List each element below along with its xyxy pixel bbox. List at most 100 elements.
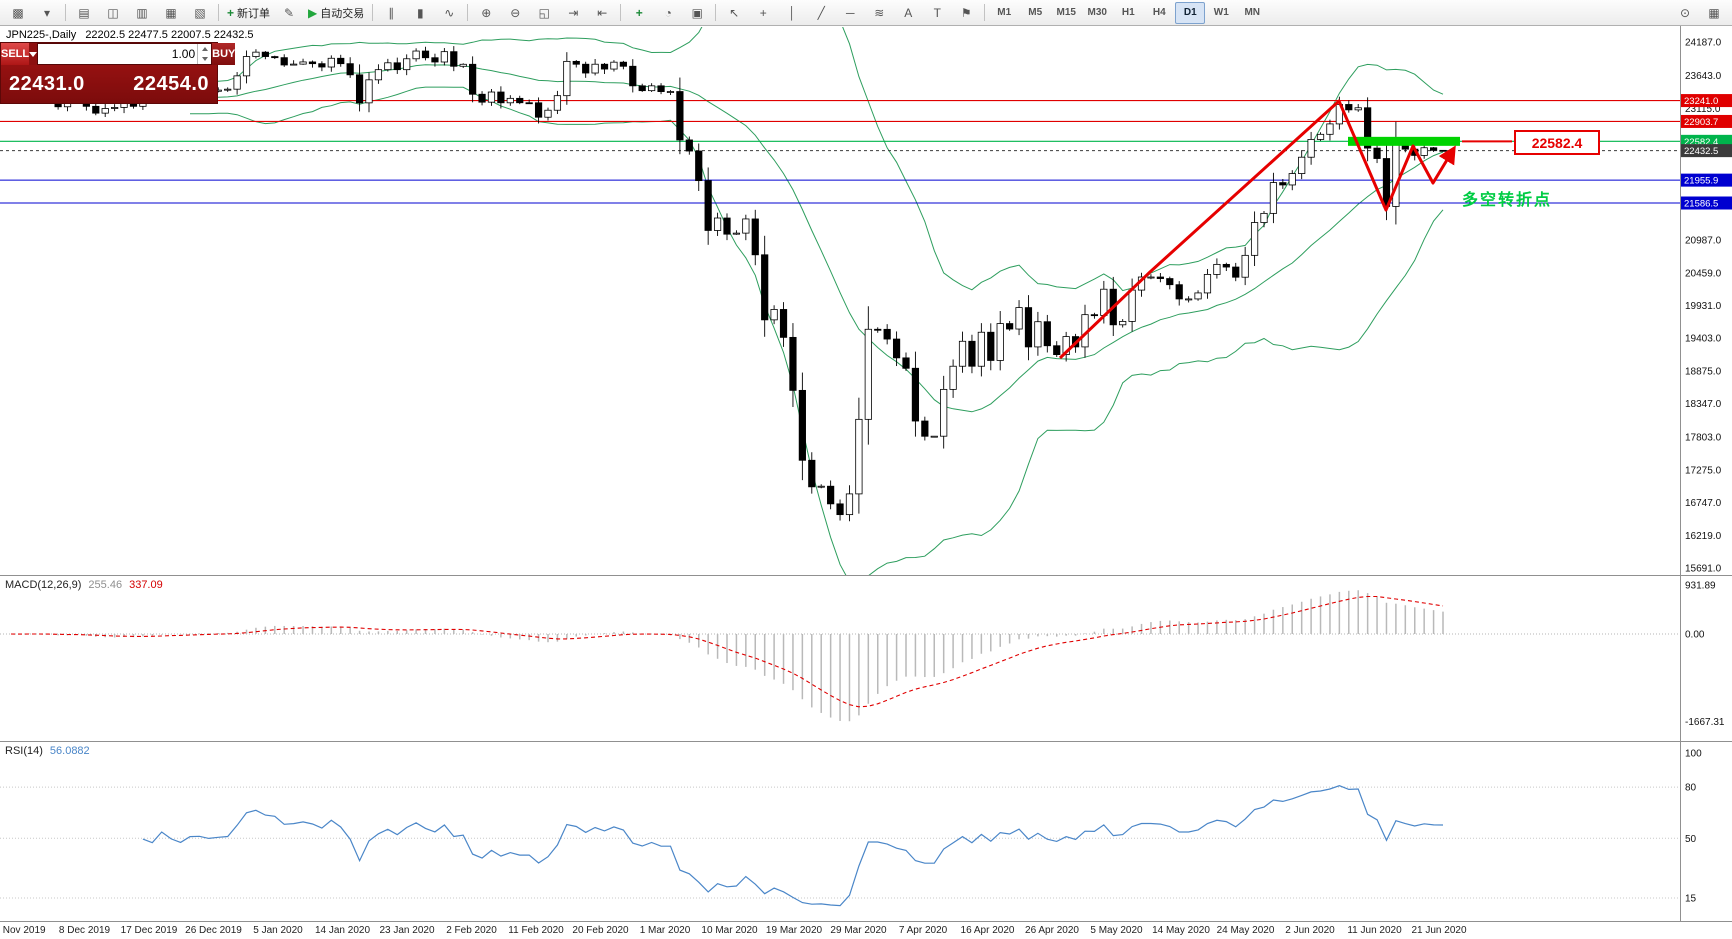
line-chart-icon: ∿ — [444, 5, 455, 20]
candle-body — [111, 107, 119, 109]
timeframe-h1[interactable]: H1 — [1121, 7, 1135, 18]
templates-icon: ▣ — [691, 5, 703, 20]
market-watch-icon: ▤ — [78, 5, 90, 20]
candle-body — [1269, 182, 1278, 214]
cursor-icon[interactable]: ↖ — [720, 2, 748, 24]
timeframe-m5[interactable]: M5 — [1028, 7, 1043, 18]
text-label-icon: T — [933, 5, 941, 20]
market-watch-icon[interactable]: ▤ — [70, 2, 98, 24]
data-window-icon[interactable]: ◫ — [99, 2, 127, 24]
spinner-up-icon[interactable] — [198, 44, 211, 54]
autotrading-button[interactable]: ▶ 自动交易 — [304, 2, 368, 24]
candle-body — [1185, 298, 1193, 301]
candle-body — [977, 331, 985, 367]
price-axis-tick: 19403.0 — [1685, 334, 1722, 345]
line-chart-icon[interactable]: ∿ — [435, 2, 463, 24]
turning-point-label[interactable]: 多空转折点 — [1462, 192, 1553, 209]
cursor-icon: ↖ — [729, 5, 740, 20]
trend-arrow[interactable] — [1058, 99, 1456, 360]
symbol-title: JPN225-,Daily — [6, 29, 77, 41]
profiles-dropdown-icon[interactable]: ▾ — [33, 2, 61, 24]
buy-button[interactable]: BUY — [212, 43, 236, 65]
horizontal-line-icon[interactable]: ─ — [836, 2, 864, 24]
candle-body — [271, 56, 279, 59]
candle-body — [1364, 107, 1372, 149]
candle-body — [534, 102, 543, 118]
metaeditor-icon[interactable]: ✎ — [275, 2, 303, 24]
candle-body — [431, 57, 439, 63]
candle-body — [365, 79, 373, 104]
trendline-icon[interactable]: ╱ — [807, 2, 835, 24]
zoom-in-icon[interactable]: ⊕ — [472, 2, 500, 24]
price-callout[interactable]: 22582.4 — [1514, 130, 1600, 155]
chart-canvas[interactable]: 24187.0 23643.0 23115.0 20987.0 20459.0 19931… — [0, 26, 1732, 939]
price-axis[interactable]: 24187.0 23643.0 23115.0 20987.0 20459.0 19931… — [1681, 38, 1732, 575]
search-icon[interactable]: ⊙ — [1679, 5, 1691, 20]
candle-body — [930, 435, 938, 438]
tile-windows-icon[interactable]: ◱ — [530, 2, 558, 24]
timeframe-h4[interactable]: H4 — [1152, 7, 1166, 18]
candle-body — [648, 85, 656, 92]
arrows-icon[interactable]: ⚑ — [952, 2, 980, 24]
auto-scroll-icon[interactable]: ⇥ — [559, 2, 587, 24]
navigator-icon[interactable]: ▥ — [128, 2, 156, 24]
candle-body — [290, 63, 298, 66]
candle-body — [685, 139, 693, 152]
candle-body — [1024, 307, 1033, 348]
layout-icon[interactable]: ▦ — [1708, 5, 1720, 20]
timeframe-w1[interactable]: W1 — [1213, 7, 1229, 18]
autotrading-button: ▶ — [308, 5, 318, 20]
candle-body — [355, 74, 364, 104]
crosshair-icon[interactable]: + — [749, 2, 777, 24]
candlestick-chart-icon[interactable]: ▮ — [406, 2, 434, 24]
text-icon: A — [904, 5, 913, 20]
bar-chart-icon[interactable]: ∥ — [377, 2, 405, 24]
new-chart-icon[interactable]: ▩ — [4, 2, 32, 24]
sell-button[interactable]: SELL — [1, 43, 30, 65]
macd-layer — [0, 590, 1679, 722]
periods-icon[interactable]: ◔ — [654, 2, 682, 24]
toolbar: ▩ ▾ ▤ ◫ ▥ ▦ ▧ + 新订单 ✎ ▶ 自动交易 ∥ ▮ ∿ ⊕ ⊖ ◱ ⇥ ⇤ + ◔ ▣ ↖ + │ ╱ ─ ≋ A T ⚑ M1 M… — [0, 0, 1732, 26]
terminal-icon[interactable]: ▦ — [157, 2, 185, 24]
chevron-down-icon[interactable] — [29, 43, 38, 65]
new-order-button[interactable]: + 新订单 — [223, 2, 274, 24]
timeframe-d1[interactable]: D1 — [1175, 1, 1206, 24]
candle-body — [1382, 158, 1391, 207]
templates-icon[interactable]: ▣ — [683, 2, 711, 24]
chart-shift-icon[interactable]: ⇤ — [588, 2, 616, 24]
timeframe-mn[interactable]: MN — [1244, 7, 1261, 18]
price-axis-tick: 18875.0 — [1685, 366, 1722, 377]
indicators-icon[interactable]: + — [625, 2, 653, 24]
crosshair-icon: + — [759, 5, 767, 20]
candle-body — [469, 63, 477, 95]
price-axis-tick: 16219.0 — [1685, 531, 1722, 542]
candle-body — [676, 91, 684, 141]
candle-body — [902, 357, 910, 369]
strategy-tester-icon[interactable]: ▧ — [186, 2, 214, 24]
macd-indicator-label: MACD(12,26,9) 255.46 337.09 — [5, 579, 163, 591]
candle-body — [1392, 140, 1400, 207]
text-icon[interactable]: A — [894, 2, 922, 24]
candle-body — [487, 91, 496, 103]
candle-body — [911, 367, 920, 422]
timeframe-m30[interactable]: M30 — [1087, 7, 1107, 18]
buy-price[interactable]: 22454.0 — [133, 72, 209, 95]
fibonacci-icon[interactable]: ≋ — [865, 2, 893, 24]
timeframe-m15[interactable]: M15 — [1056, 7, 1076, 18]
spinner-down-icon[interactable] — [198, 54, 211, 64]
highlight-zone[interactable] — [1348, 136, 1460, 146]
candle-body — [883, 328, 891, 340]
text-label-icon[interactable]: T — [923, 2, 951, 24]
vertical-line-icon[interactable]: │ — [778, 2, 806, 24]
date-axis[interactable]: 8 Nov 2019 8 Dec 2019 17 Dec 2019 26 Dec 20… — [0, 925, 1467, 936]
zoom-out-icon[interactable]: ⊖ — [501, 2, 529, 24]
candle-body — [958, 340, 967, 367]
candle-body — [1354, 107, 1362, 111]
candle-body — [921, 420, 929, 437]
sell-price[interactable]: 22431.0 — [9, 72, 85, 95]
volume-input[interactable] — [38, 44, 198, 64]
price-axis-tick: 17275.0 — [1685, 465, 1722, 476]
timeframe-m1[interactable]: M1 — [997, 7, 1012, 18]
new-order-button: + — [227, 5, 235, 20]
candle-body — [1345, 104, 1353, 111]
